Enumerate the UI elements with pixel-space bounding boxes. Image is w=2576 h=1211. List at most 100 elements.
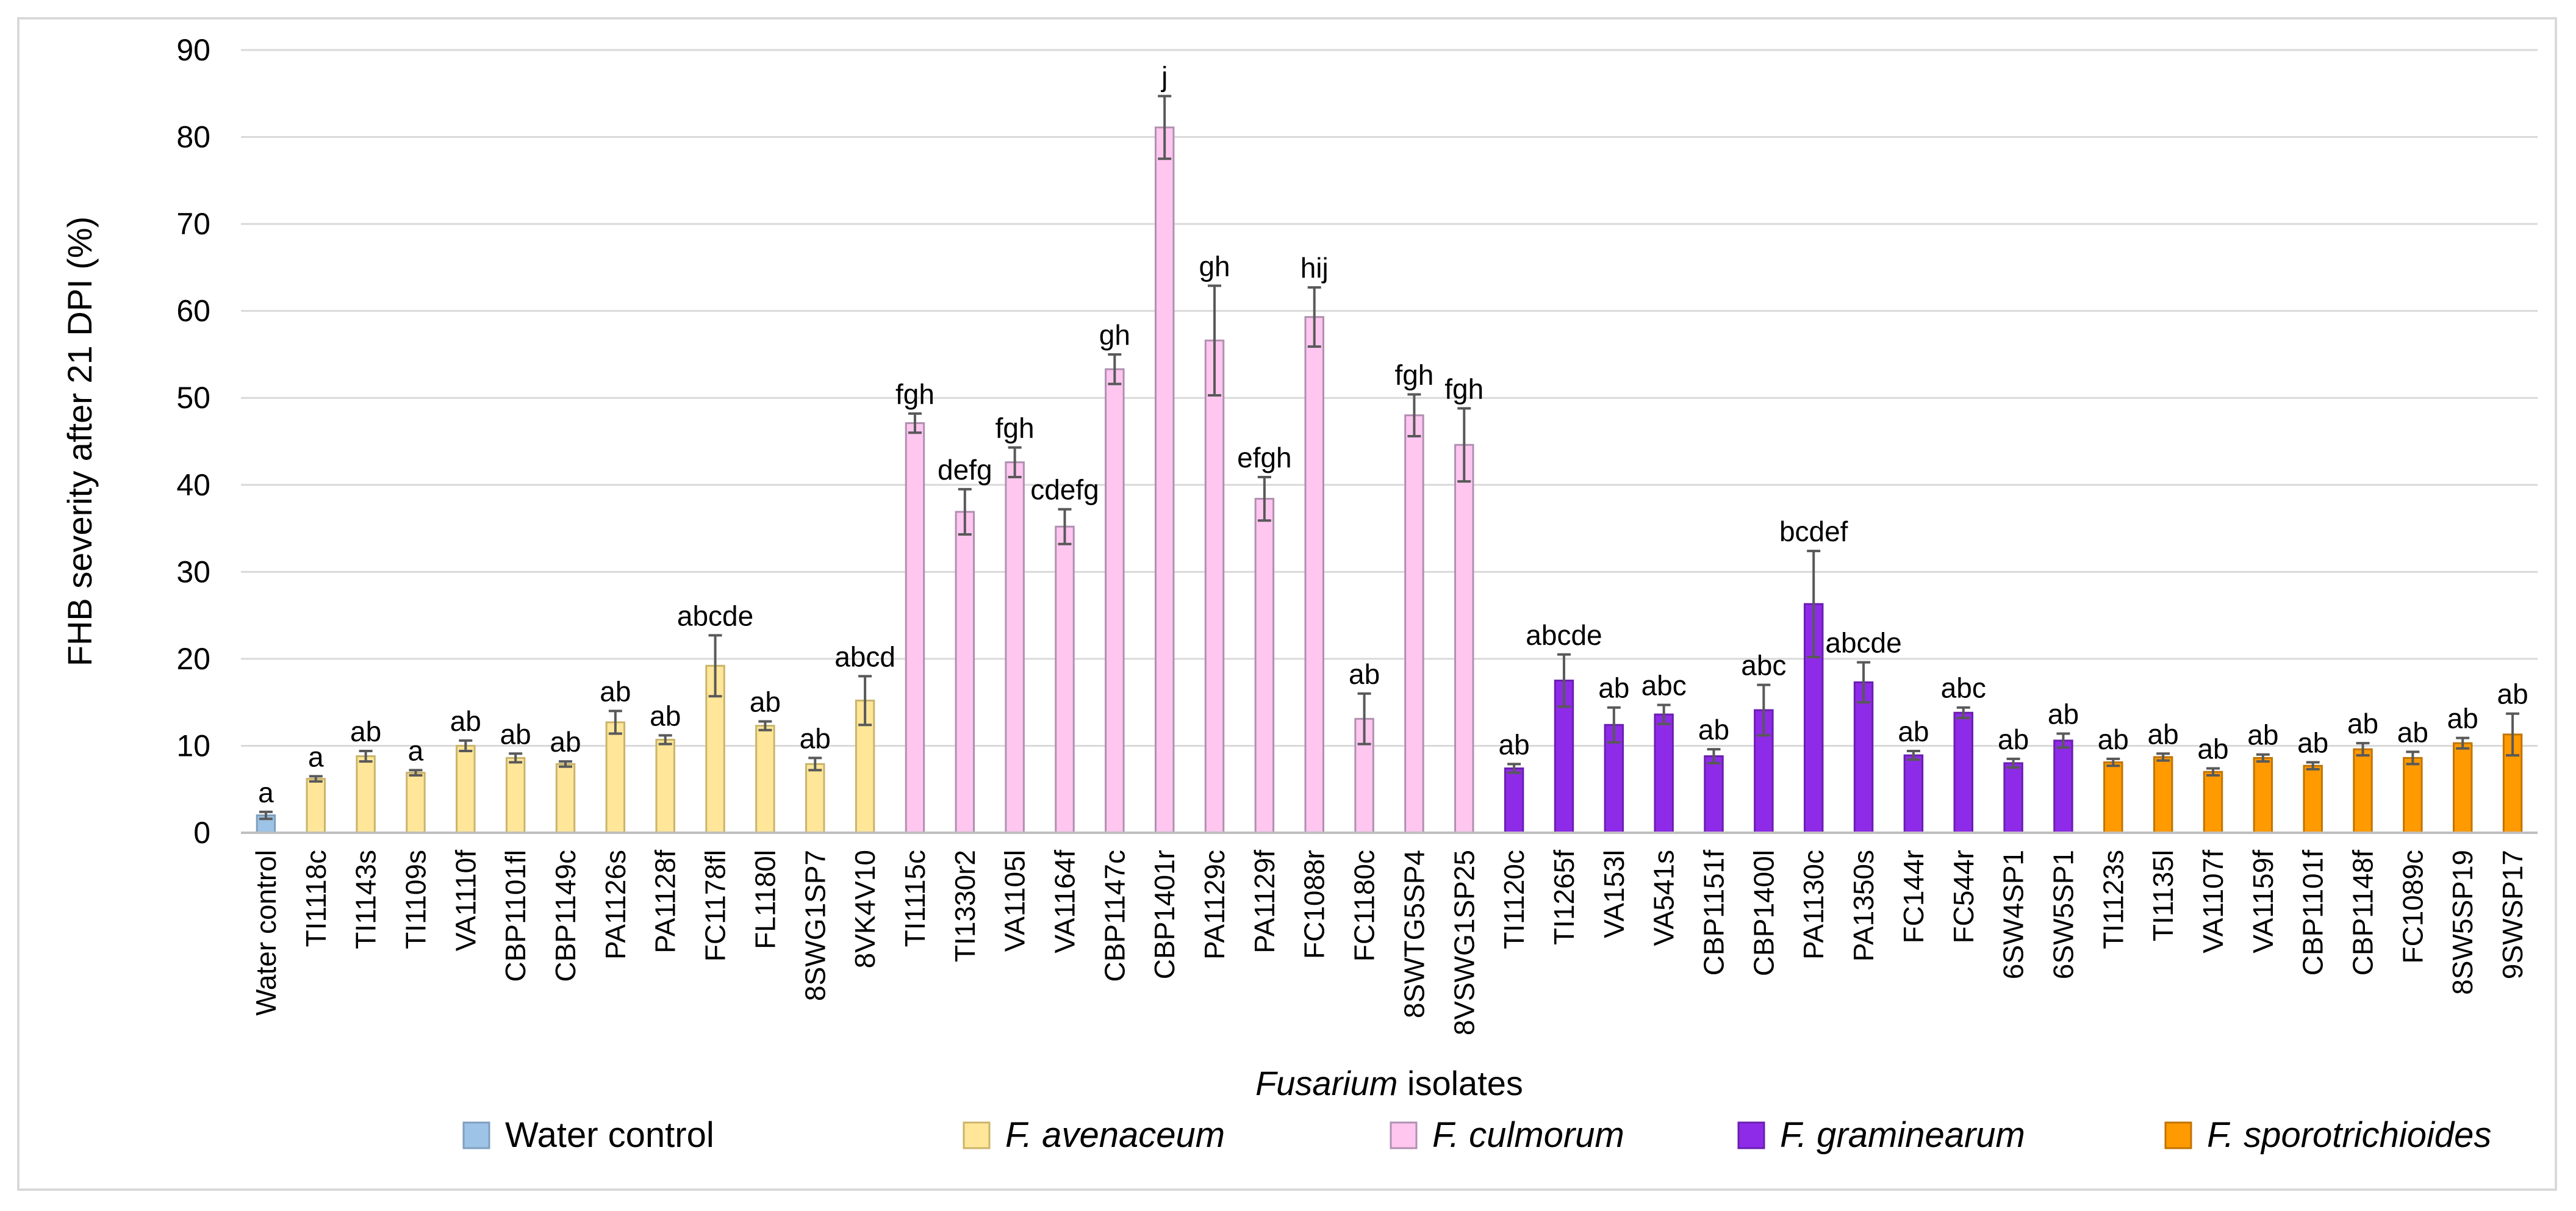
bars <box>256 126 2523 834</box>
x-tick-label: TI1265f <box>1548 850 1580 945</box>
legend-item: Water control <box>462 1115 714 1155</box>
error-bar <box>808 756 822 772</box>
legend: Water control F. avenaceum F. culmorum F. g… <box>462 1115 2491 1155</box>
error-bar <box>2056 732 2070 749</box>
bar <box>2403 756 2423 834</box>
significance-label: abcde <box>677 600 753 631</box>
error-bar <box>1307 286 1321 348</box>
significance-label: ab <box>2297 727 2328 759</box>
y-tick-label: 0 <box>193 816 210 850</box>
error-bar <box>259 810 273 821</box>
x-tick-label: FC1088r <box>1299 850 1330 959</box>
significance-label: abc <box>1641 669 1687 701</box>
y-axis-title: FHB severity after 21 DPI (%) <box>60 217 99 667</box>
bar <box>2452 742 2473 834</box>
error-bar <box>1607 706 1621 744</box>
error-bar <box>2456 736 2470 750</box>
significance-label: ab <box>2497 678 2528 710</box>
significance-label: ab <box>2098 724 2129 755</box>
x-tick-label: PA1126s <box>600 850 631 960</box>
x-tick-label: 9SWSP17 <box>2497 850 2528 979</box>
legend-label: F. graminearum <box>1780 1115 2025 1155</box>
significance-label: a <box>308 741 324 772</box>
error-bar <box>2206 767 2220 777</box>
error-bar <box>858 675 872 727</box>
x-tick-label: CBP1101f <box>2297 850 2329 976</box>
bar <box>1903 754 1924 834</box>
error-bar <box>1257 475 1271 522</box>
significance-label: abc <box>1741 650 1786 681</box>
significance-label: bcdef <box>1779 516 1848 547</box>
bar <box>655 738 675 834</box>
y-tick-label: 10 <box>176 728 210 763</box>
bar <box>1005 461 1025 834</box>
bar <box>2353 748 2373 834</box>
x-tick-label: CBP1101fl <box>500 850 531 982</box>
x-tick-label: VA1110f <box>450 850 481 951</box>
error-bar <box>409 769 423 777</box>
legend-item: F. graminearum <box>1737 1115 2025 1155</box>
bar <box>406 772 426 834</box>
x-tick-label: 8SW5SP19 <box>2447 850 2478 995</box>
significance-label: fgh <box>1444 373 1484 404</box>
significance-label: ab <box>2447 703 2478 735</box>
x-tick-label: 8SWTG5SP4 <box>1398 850 1430 1018</box>
significance-label: ab <box>1499 728 1530 760</box>
legend-swatch <box>1390 1121 1418 1149</box>
significance-label: ab <box>2247 719 2278 751</box>
x-tick-label: VA1159f <box>2247 850 2279 954</box>
x-tick-label: TI1118c <box>300 850 332 947</box>
bar <box>505 756 526 834</box>
error-bar <box>2256 753 2270 763</box>
bar <box>605 721 626 834</box>
bar <box>1654 713 1674 834</box>
bar <box>2303 764 2323 834</box>
error-bar <box>1507 763 1521 774</box>
error-bar <box>1906 749 1920 761</box>
significance-label: ab <box>1998 724 2029 755</box>
error-bar <box>1108 353 1122 386</box>
x-tick-label: TI1109s <box>400 850 431 949</box>
significance-label: ab <box>500 718 531 750</box>
x-tick-label: PA1128f <box>650 850 681 954</box>
significance-label: abcd <box>834 641 895 672</box>
significance-label: abc <box>1941 672 1986 704</box>
x-tick-label: PA1129c <box>1199 850 1230 960</box>
error-bar <box>509 752 523 764</box>
error-bar <box>1457 407 1471 483</box>
x-tick-label: TI1115c <box>899 850 931 947</box>
error-bar <box>658 734 672 746</box>
significance-label: ab <box>1698 714 1729 746</box>
significance-label: ab <box>350 716 381 747</box>
y-axis-ticks: 0 10 20 30 40 50 60 70 80 90 <box>176 33 210 850</box>
x-tick-label: CBP1149c <box>550 850 581 982</box>
significance-label: ab <box>2048 698 2079 730</box>
legend-label: F. avenaceum <box>1005 1115 1225 1155</box>
x-tick-label: TI1123s <box>2097 850 2129 949</box>
error-bar <box>908 412 922 434</box>
bar <box>2103 761 2123 834</box>
error-bar <box>459 739 473 752</box>
bar <box>1254 498 1275 834</box>
significance-label: fgh <box>996 412 1035 444</box>
gridlines <box>241 49 2538 747</box>
error-bar <box>1058 508 1072 545</box>
y-tick-label: 20 <box>176 642 210 676</box>
significance-label: ab <box>2347 708 2378 739</box>
x-tick-label: CBP1151f <box>1698 850 1730 976</box>
error-bar <box>1807 550 1821 659</box>
x-tick-label: VA541s <box>1648 850 1680 946</box>
legend-item: F. avenaceum <box>963 1115 1225 1155</box>
error-bar <box>2356 742 2370 757</box>
significance-label: hij <box>1301 252 1329 284</box>
legend-swatch <box>2164 1121 2192 1149</box>
bar <box>306 778 326 834</box>
legend-label: F. culmorum <box>1432 1115 1624 1155</box>
bar <box>805 763 825 834</box>
error-bar <box>309 775 323 783</box>
bar <box>2203 771 2223 834</box>
x-tick-label: CBP1401r <box>1149 850 1180 979</box>
x-tick-label: FL1180l <box>749 850 781 949</box>
bar <box>356 755 376 834</box>
